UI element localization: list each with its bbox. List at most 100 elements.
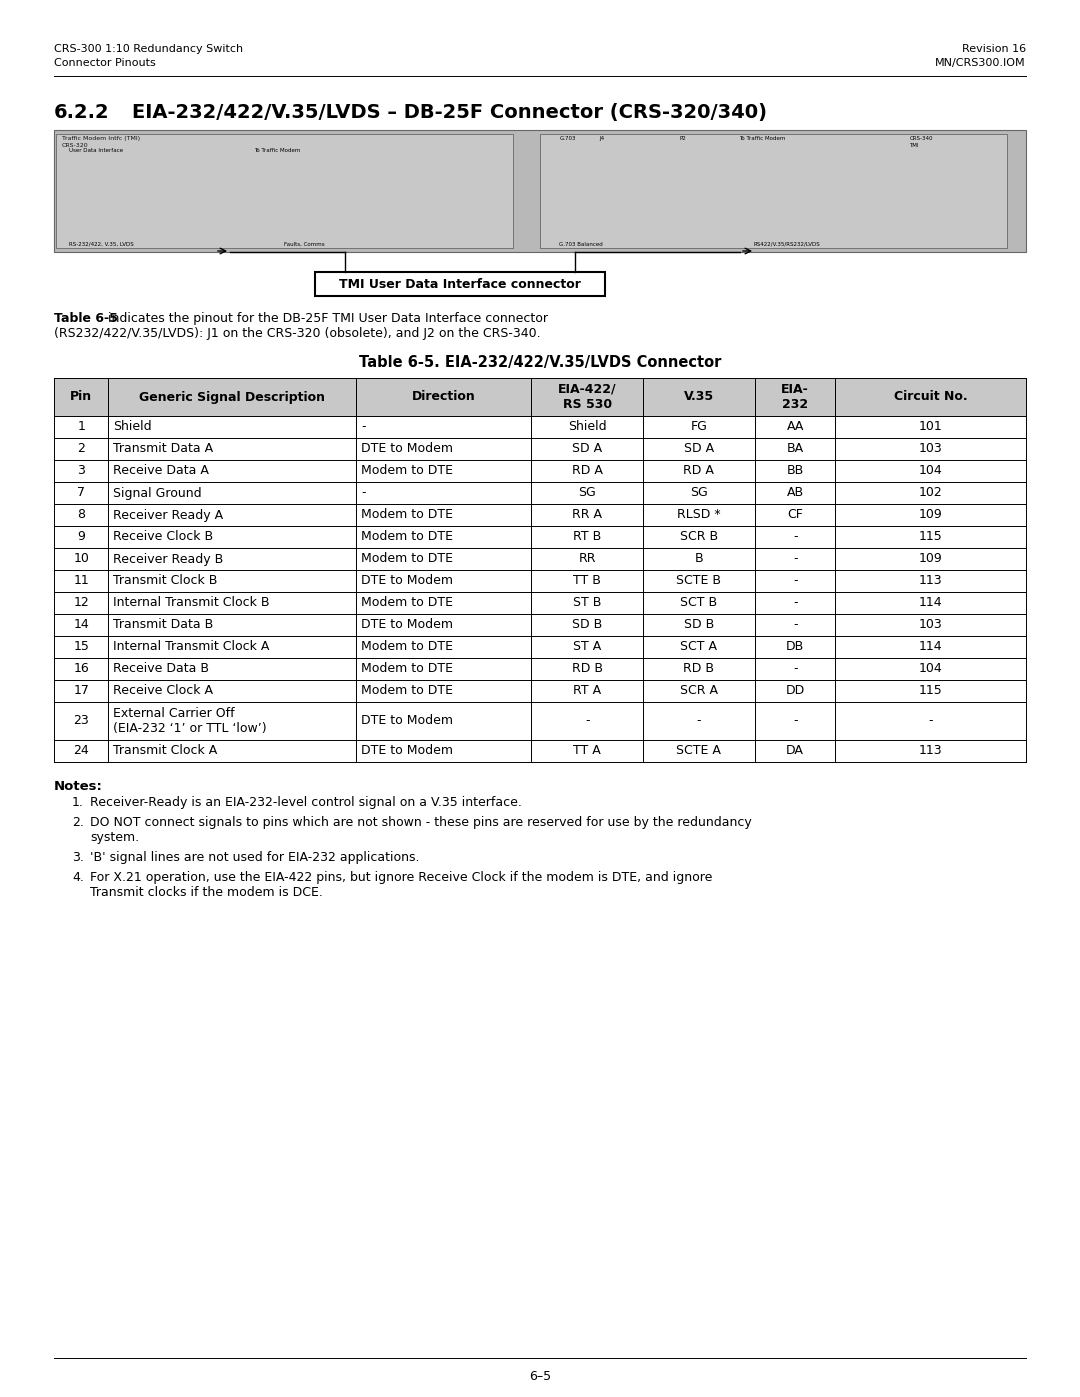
Text: SD B: SD B <box>572 619 603 631</box>
Bar <box>54 636 1026 658</box>
Text: 114: 114 <box>919 597 943 609</box>
Text: -: - <box>793 662 797 676</box>
Text: SD A: SD A <box>684 443 714 455</box>
Text: 17: 17 <box>73 685 90 697</box>
Text: Receive Clock A: Receive Clock A <box>113 685 214 697</box>
Text: (RS232/422/V.35/LVDS): J1 on the CRS-320 (obsolete), and J2 on the CRS-340.: (RS232/422/V.35/LVDS): J1 on the CRS-320… <box>54 327 541 339</box>
Text: EIA-422/
RS 530: EIA-422/ RS 530 <box>558 383 617 411</box>
Text: RD A: RD A <box>684 464 714 478</box>
Text: Shield: Shield <box>568 420 607 433</box>
Text: Table 6-5: Table 6-5 <box>54 312 118 326</box>
Text: CRS-340: CRS-340 <box>909 136 933 141</box>
Text: RD B: RD B <box>684 662 715 676</box>
Text: P2: P2 <box>679 136 686 141</box>
Text: Internal Transmit Clock A: Internal Transmit Clock A <box>113 640 270 654</box>
Text: 6.2.2: 6.2.2 <box>54 103 110 122</box>
Text: 113: 113 <box>919 745 943 757</box>
Text: Notes:: Notes: <box>54 780 103 793</box>
Text: SG: SG <box>690 486 707 500</box>
Text: Circuit No.: Circuit No. <box>894 391 968 404</box>
Text: -: - <box>929 714 933 728</box>
Text: SCT A: SCT A <box>680 640 717 654</box>
Text: 'B' signal lines are not used for EIA-232 applications.: 'B' signal lines are not used for EIA-23… <box>90 851 419 863</box>
Text: Receiver-Ready is an EIA-232-level control signal on a V.35 interface.: Receiver-Ready is an EIA-232-level contr… <box>90 796 522 809</box>
Text: 103: 103 <box>919 443 943 455</box>
Text: DTE to Modem: DTE to Modem <box>362 574 454 588</box>
Text: AB: AB <box>786 486 804 500</box>
Text: 15: 15 <box>73 640 90 654</box>
Text: 3.: 3. <box>72 851 84 863</box>
Text: 11: 11 <box>73 574 89 588</box>
Text: 8: 8 <box>77 509 85 521</box>
Text: Transmit Clock A: Transmit Clock A <box>113 745 218 757</box>
Text: RT B: RT B <box>573 531 602 543</box>
Bar <box>54 592 1026 615</box>
Text: 9: 9 <box>78 531 85 543</box>
Text: DTE to Modem: DTE to Modem <box>362 745 454 757</box>
Text: Signal Ground: Signal Ground <box>113 486 202 500</box>
Text: TT A: TT A <box>573 745 600 757</box>
Text: 104: 104 <box>919 464 943 478</box>
Text: DD: DD <box>785 685 805 697</box>
Text: RR: RR <box>579 552 596 566</box>
Text: Revision 16: Revision 16 <box>962 43 1026 54</box>
Text: Modem to DTE: Modem to DTE <box>362 640 454 654</box>
Text: 14: 14 <box>73 619 89 631</box>
Text: ST A: ST A <box>573 640 602 654</box>
Text: 7: 7 <box>77 486 85 500</box>
Text: RD B: RD B <box>571 662 603 676</box>
Text: 104: 104 <box>919 662 943 676</box>
Text: Receive Clock B: Receive Clock B <box>113 531 214 543</box>
Bar <box>54 658 1026 680</box>
Text: 113: 113 <box>919 574 943 588</box>
Text: SCR A: SCR A <box>680 685 718 697</box>
Text: Transmit Data A: Transmit Data A <box>113 443 214 455</box>
Text: 102: 102 <box>919 486 943 500</box>
Text: Table 6-5. EIA-232/422/V.35/LVDS Connector: Table 6-5. EIA-232/422/V.35/LVDS Connect… <box>359 355 721 370</box>
Text: Modem to DTE: Modem to DTE <box>362 662 454 676</box>
Text: 109: 109 <box>919 552 943 566</box>
Text: -: - <box>585 714 590 728</box>
Bar <box>315 272 605 296</box>
Bar <box>54 680 1026 703</box>
Text: Receiver Ready B: Receiver Ready B <box>113 552 224 566</box>
Text: V.35: V.35 <box>684 391 714 404</box>
Text: CRS-320: CRS-320 <box>62 142 89 148</box>
Text: Receive Data A: Receive Data A <box>113 464 210 478</box>
Text: 114: 114 <box>919 640 943 654</box>
Bar <box>54 615 1026 636</box>
Bar <box>54 570 1026 592</box>
Text: Traffic Modem Intfc (TMI): Traffic Modem Intfc (TMI) <box>62 136 140 141</box>
Text: DTE to Modem: DTE to Modem <box>362 443 454 455</box>
Text: RR A: RR A <box>572 509 603 521</box>
Text: 16: 16 <box>73 662 89 676</box>
Text: J4: J4 <box>599 136 605 141</box>
Text: BA: BA <box>786 443 804 455</box>
Bar <box>54 482 1026 504</box>
Bar <box>54 130 1026 251</box>
Text: RS-232/422, V.35, LVDS: RS-232/422, V.35, LVDS <box>69 242 134 247</box>
Text: SCTE A: SCTE A <box>676 745 721 757</box>
Text: 103: 103 <box>919 619 943 631</box>
Text: To Traffic Modem: To Traffic Modem <box>254 148 300 154</box>
Text: CF: CF <box>787 509 804 521</box>
Bar <box>54 740 1026 761</box>
Text: AA: AA <box>786 420 804 433</box>
Text: G.703: G.703 <box>559 136 576 141</box>
Text: 1.: 1. <box>72 796 84 809</box>
Text: SCTE B: SCTE B <box>676 574 721 588</box>
Text: indicates the pinout for the DB-25F TMI User Data Interface connector: indicates the pinout for the DB-25F TMI … <box>104 312 548 326</box>
Text: -: - <box>793 552 797 566</box>
Bar <box>54 460 1026 482</box>
Text: To Traffic Modem: To Traffic Modem <box>740 136 786 141</box>
Text: 115: 115 <box>919 685 943 697</box>
Text: Receiver Ready A: Receiver Ready A <box>113 509 224 521</box>
Text: -: - <box>793 619 797 631</box>
Text: -: - <box>793 531 797 543</box>
Text: Direction: Direction <box>411 391 475 404</box>
Text: -: - <box>362 486 366 500</box>
Bar <box>540 134 1007 249</box>
Text: Receive Data B: Receive Data B <box>113 662 210 676</box>
Text: Connector Pinouts: Connector Pinouts <box>54 59 156 68</box>
Bar <box>54 379 1026 416</box>
